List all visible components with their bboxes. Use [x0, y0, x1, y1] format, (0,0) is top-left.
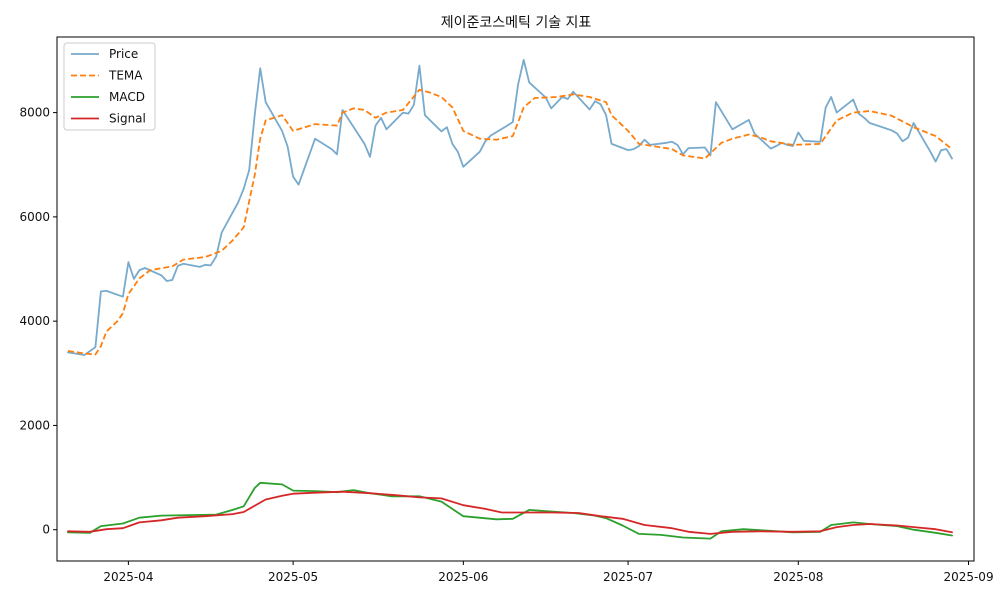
legend: Price TEMA MACD Signal: [63, 42, 156, 131]
x-axis: 2025-04 2025-05 2025-06 2025-07 2025-08 2025-…: [103, 561, 994, 584]
series-line-price: [67, 59, 953, 356]
x-tick-label: 2025-09: [943, 570, 993, 584]
legend-box: [63, 42, 156, 131]
legend-label-macd: MACD: [109, 90, 145, 104]
series-line-tema: [67, 88, 953, 356]
series-layer: [67, 59, 953, 540]
legend-label-tema: TEMA: [108, 69, 143, 83]
y-tick-label: 0: [42, 523, 50, 537]
x-tick-label: 2025-08: [773, 570, 823, 584]
x-tick-label: 2025-06: [438, 570, 488, 584]
legend-label-signal: Signal: [109, 112, 146, 126]
y-tick-label: 2000: [19, 418, 50, 432]
x-tick-label: 2025-07: [603, 570, 653, 584]
y-tick-label: 8000: [19, 106, 50, 120]
series-line-signal: [67, 490, 953, 535]
y-tick-label: 4000: [19, 314, 50, 328]
series-line-macd: [67, 481, 953, 540]
x-tick-label: 2025-05: [268, 570, 318, 584]
chart-title: 제이준코스메틱 기술 지표: [441, 15, 592, 31]
x-tick-label: 2025-04: [103, 570, 153, 584]
plot-frame: [56, 36, 975, 562]
y-tick-label: 6000: [19, 210, 50, 224]
legend-label-price: Price: [109, 47, 138, 61]
y-axis: 0 2000 4000 6000 8000: [19, 106, 57, 537]
